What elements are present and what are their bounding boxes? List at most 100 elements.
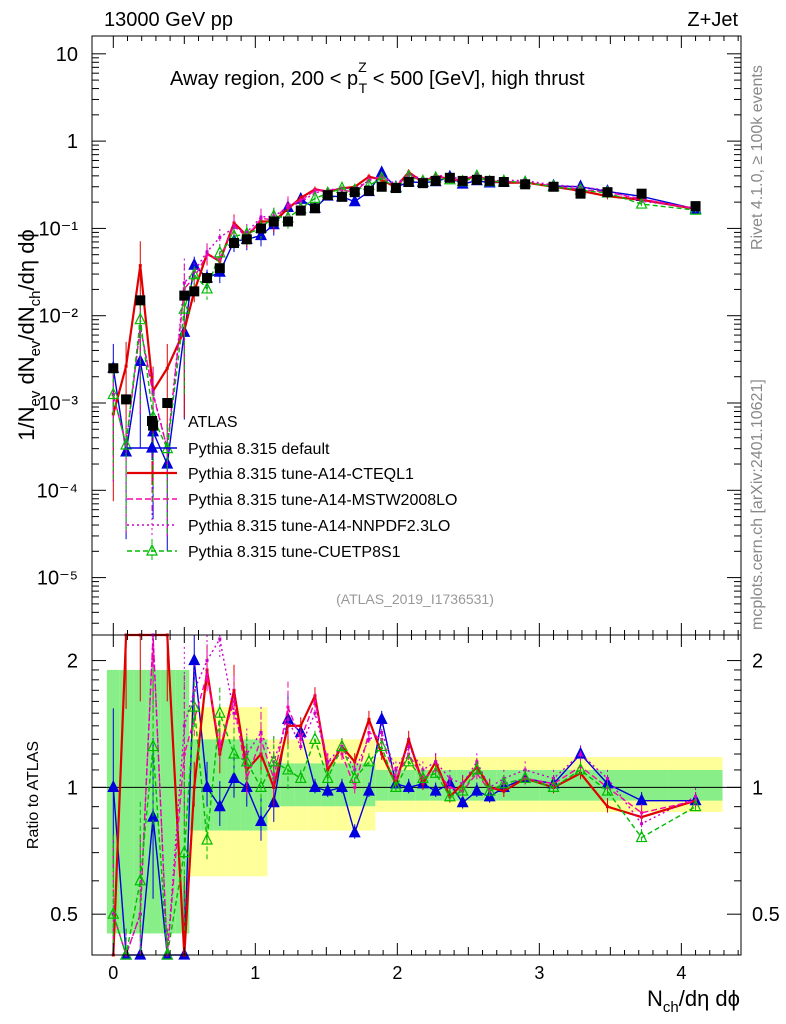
atlas-data-point (268, 216, 279, 227)
series-marker-5 (213, 245, 226, 258)
atlas-data-point (282, 216, 293, 227)
series-marker-5 (348, 771, 361, 784)
series-marker-3 (259, 737, 263, 741)
series-marker-2 (232, 221, 236, 225)
ratio-tick-label-right: 1 (752, 777, 763, 799)
series-marker-5 (188, 267, 201, 280)
series-marker-3 (313, 699, 317, 703)
atlas-data-point (430, 175, 441, 186)
legend-label-1: Pythia 8.315 default (188, 441, 330, 458)
series-marker-5 (443, 789, 456, 802)
y-tick-label: 10⁻⁴ (37, 480, 78, 502)
analysis-reference: (ATLAS_2019_I1736531) (336, 591, 494, 607)
series-marker-5 (429, 765, 442, 778)
series-marker-3 (353, 785, 357, 789)
series-line-4 (112, 172, 696, 449)
series-marker-4 (380, 730, 384, 734)
series-marker-5 (178, 845, 191, 858)
series-marker-5 (547, 780, 560, 792)
series-marker-3 (434, 768, 438, 772)
series-marker-1 (188, 653, 201, 666)
series-marker-3 (448, 785, 452, 789)
series-marker-5 (107, 387, 120, 400)
series-line-5 (112, 175, 696, 452)
series-marker-5 (601, 783, 614, 796)
series-marker-5 (255, 780, 267, 792)
ratio-tick-label-right: 0.5 (752, 904, 780, 926)
legend-label-0: ATLAS (188, 414, 238, 431)
legend-marker-atlas (147, 416, 157, 426)
series-marker-4 (245, 230, 249, 234)
series-marker-5 (375, 739, 388, 752)
series-marker-4 (259, 730, 263, 734)
ratio-line-2 (112, 633, 696, 956)
atlas-data-point (336, 191, 347, 202)
series-marker-1 (201, 780, 214, 792)
series-marker-5 (470, 762, 483, 775)
series-marker-3 (218, 745, 222, 749)
atlas-data-point (376, 181, 387, 192)
series-marker-4 (694, 795, 698, 799)
series-marker-3 (218, 258, 222, 262)
atlas-data-point (636, 188, 647, 199)
series-marker-1 (255, 814, 267, 827)
series-marker-5 (120, 437, 133, 450)
atlas-data-point (690, 201, 701, 212)
series-marker-5 (120, 947, 133, 960)
series-marker-4 (367, 179, 371, 183)
ratio-stat-band (133, 669, 147, 934)
series-marker-4 (407, 745, 411, 749)
series-marker-5 (416, 771, 429, 784)
plot-title: Away region, 200 < pZ T < 500 [GeV], high… (170, 59, 585, 96)
series-marker-5 (389, 780, 402, 792)
atlas-data-point (349, 187, 360, 198)
series-marker-2 (299, 724, 303, 728)
series-marker-5 (497, 776, 510, 789)
series-marker-4 (205, 659, 209, 663)
ratio-tick-label-left: 1 (67, 777, 78, 799)
series-marker-4 (151, 390, 155, 394)
series-marker-2 (218, 752, 222, 756)
ratio-panel-frame (91, 634, 742, 956)
legend-marker-5 (146, 543, 158, 556)
series-marker-5 (107, 906, 120, 919)
series-marker-1 (470, 783, 483, 796)
series-marker-1 (375, 712, 388, 724)
y-tick-label: 10⁻² (39, 306, 79, 328)
atlas-data-point (229, 238, 240, 249)
series-marker-3 (232, 699, 236, 703)
ratio-tick-label-right: 2 (752, 651, 763, 673)
series-marker-4 (326, 188, 330, 192)
series-marker-4 (299, 745, 303, 749)
series-marker-5 (635, 830, 648, 843)
series-line-2 (112, 170, 696, 415)
series-marker-5 (178, 301, 191, 314)
series-marker-5 (134, 873, 147, 886)
series-marker-4 (407, 172, 411, 176)
axes: 0 1 2 3 4 10 1 10⁻¹ 10⁻² 10⁻³ 10⁻⁴ 10⁻⁵ 2 2 1 1 0.5 0.5 (37, 36, 780, 983)
ratio-stat-band (514, 769, 540, 801)
series-marker-1 (107, 780, 120, 792)
atlas-data-point (121, 394, 132, 405)
series-marker-4 (640, 822, 644, 826)
x-tick-label: 1 (250, 963, 260, 983)
series-marker-2 (165, 366, 169, 370)
main-panel-content (107, 165, 702, 552)
series-marker-4 (448, 776, 452, 780)
atlas-data-point (390, 183, 401, 194)
series-marker-3 (640, 811, 644, 815)
series-marker-1 (348, 825, 361, 838)
atlas-data-point (202, 273, 213, 284)
series-marker-4 (286, 717, 290, 721)
series-marker-2 (272, 785, 276, 789)
legend-label-3: Pythia 8.315 tune-A14-MSTW2008LO (188, 492, 457, 509)
series-marker-2 (502, 789, 506, 793)
atlas-data-point (179, 290, 190, 301)
ratio-line-5 (112, 707, 696, 956)
legend: ATLAS Pythia 8.315 default Pythia 8.315 tu… (127, 414, 457, 563)
series-line-3 (112, 174, 696, 449)
series-marker-4 (218, 637, 222, 641)
legend-label-4: Pythia 8.315 tune-A14-NNPDF2.3LO (188, 518, 450, 535)
series-marker-1 (308, 780, 321, 792)
y-tick-label: 10 (56, 44, 78, 66)
